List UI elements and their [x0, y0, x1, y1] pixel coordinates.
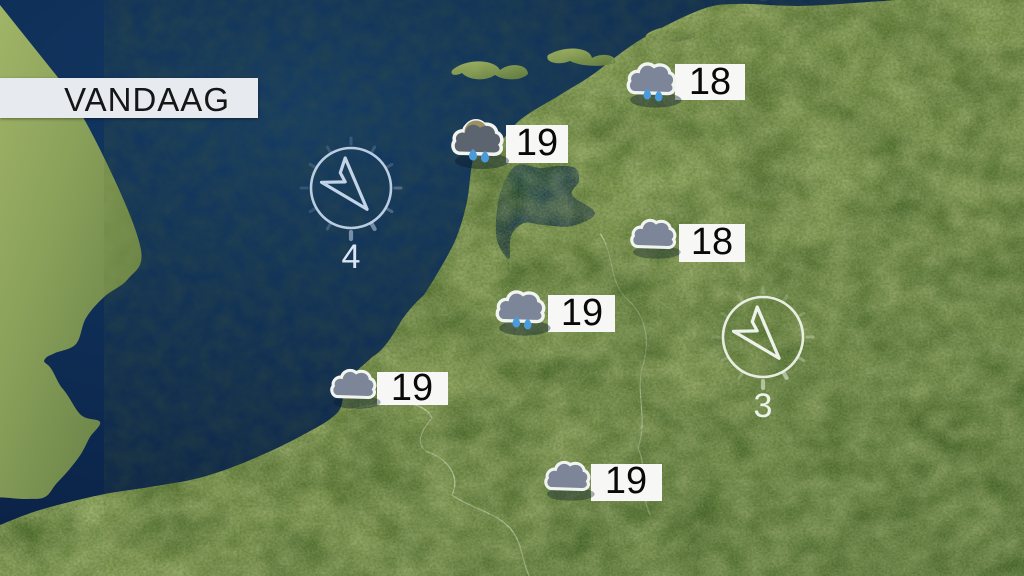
svg-text:19: 19 — [516, 122, 558, 164]
svg-text:3: 3 — [754, 387, 773, 425]
svg-text:4: 4 — [342, 238, 361, 276]
svg-text:18: 18 — [691, 221, 733, 263]
svg-text:19: 19 — [605, 460, 647, 502]
svg-text:19: 19 — [561, 292, 603, 334]
svg-text:18: 18 — [689, 61, 731, 103]
svg-text:19: 19 — [391, 367, 433, 409]
